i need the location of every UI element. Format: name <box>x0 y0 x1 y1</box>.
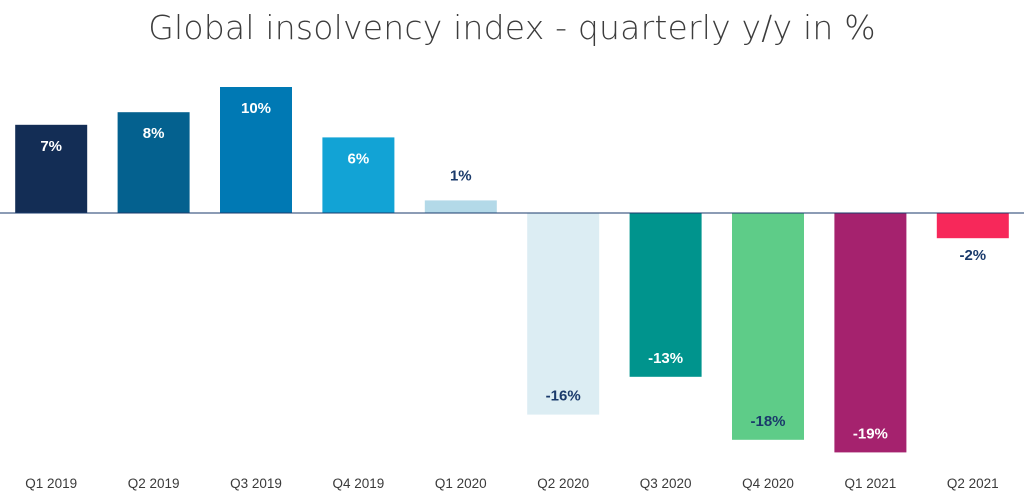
x-tick-label-q1-2019: Q1 2019 <box>25 476 77 491</box>
data-labels-group: 7% 8% 10% 6% 1% -16% -13% -18% -19% -2% <box>40 100 986 442</box>
data-label-q4-2019: 6% <box>348 150 370 167</box>
x-tick-label-q4-2020: Q4 2020 <box>742 476 794 491</box>
bar-q4-2020 <box>732 213 804 440</box>
x-tick-labels-group: Q1 2019 Q2 2019 Q3 2019 Q4 2019 Q1 2020 Q2 20… <box>25 476 998 491</box>
bar-q2-2019 <box>117 112 190 213</box>
bars-group <box>15 87 1009 453</box>
data-label-q3-2020: -13% <box>648 350 683 367</box>
bar-q1-2020 <box>424 200 497 213</box>
x-tick-label-q4-2019: Q4 2019 <box>333 476 385 491</box>
data-label-q1-2019: 7% <box>40 138 62 155</box>
x-tick-label-q2-2020: Q2 2020 <box>537 476 589 491</box>
data-label-q2-2020: -16% <box>546 388 581 405</box>
bar-q2-2021 <box>936 213 1009 239</box>
x-tick-label-q1-2020: Q1 2020 <box>435 476 487 491</box>
x-tick-label-q3-2019: Q3 2019 <box>230 476 282 491</box>
bar-q2-2020 <box>527 213 600 415</box>
x-tick-label-q3-2020: Q3 2020 <box>640 476 692 491</box>
data-label-q3-2019: 10% <box>241 100 271 117</box>
bar-q3-2019 <box>220 87 292 213</box>
bar-q4-2019 <box>322 137 395 213</box>
x-tick-label-q2-2021: Q2 2021 <box>947 476 999 491</box>
data-label-q1-2020: 1% <box>450 167 472 184</box>
chart-title: Global insolvency index - quarterly y/y … <box>148 8 876 47</box>
x-tick-label-q1-2021: Q1 2021 <box>845 476 897 491</box>
data-label-q4-2020: -18% <box>750 413 785 430</box>
bar-q1-2019 <box>15 124 88 213</box>
bar-q1-2021 <box>834 213 907 453</box>
data-label-q1-2021: -19% <box>853 425 888 442</box>
data-label-q2-2021: -2% <box>959 247 986 264</box>
data-label-q2-2019: 8% <box>143 125 165 142</box>
bar-q3-2020 <box>629 213 702 377</box>
x-tick-label-q2-2019: Q2 2019 <box>128 476 180 491</box>
